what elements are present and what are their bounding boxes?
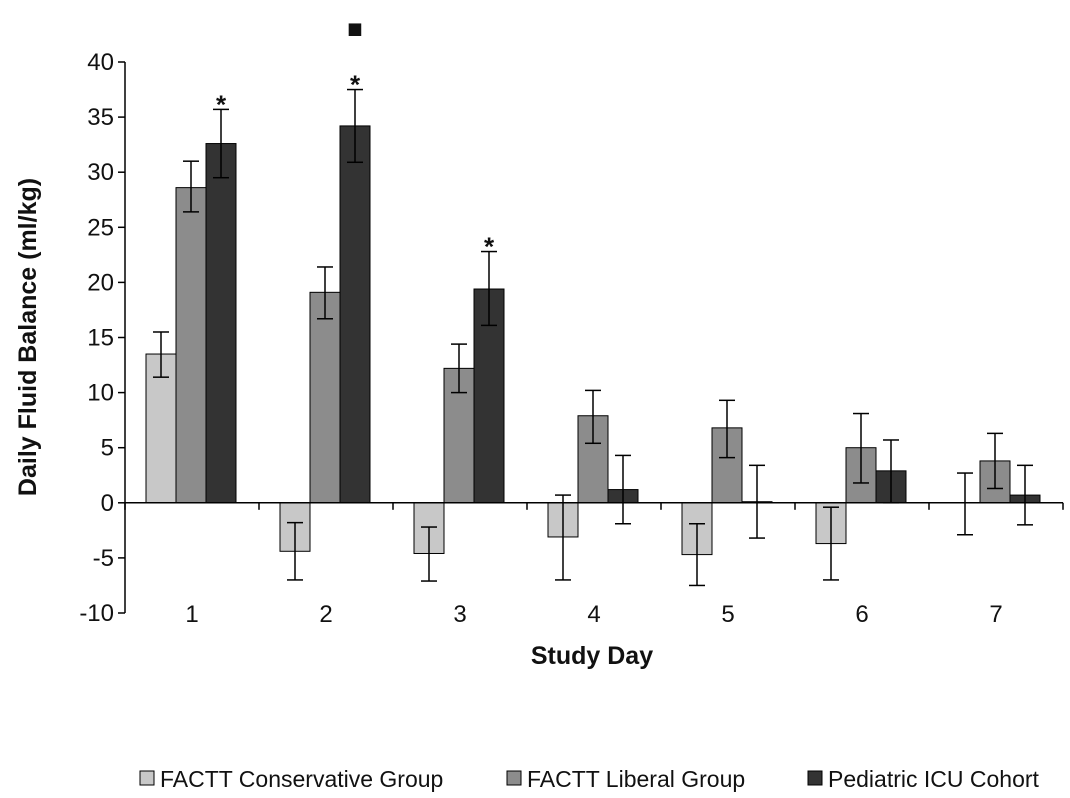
legend-label: Pediatric ICU Cohort: [828, 766, 1040, 792]
y-tick-label: 15: [87, 325, 114, 352]
significance-annotations: * * ■ *: [216, 14, 495, 262]
y-tick-label: -10: [79, 600, 114, 627]
annotation-marker: *: [350, 70, 361, 100]
legend-swatch: [506, 770, 522, 786]
bar: [339, 125, 371, 504]
x-tick-label: 3: [453, 601, 466, 628]
bar: [145, 353, 177, 504]
annotation-marker: ■: [347, 14, 363, 44]
x-tick-label: 2: [319, 601, 332, 628]
bar: [175, 187, 207, 504]
annotation-marker: *: [484, 232, 495, 262]
x-tick-label: 6: [855, 601, 868, 628]
x-axis: 1 2 3 4 5 6 7: [124, 502, 1064, 628]
legend: FACTT Conservative Group FACTT Liberal Gr…: [139, 766, 1040, 792]
x-axis-title: Study Day: [531, 642, 653, 670]
x-tick-label: 4: [587, 601, 600, 628]
legend-label: FACTT Liberal Group: [527, 766, 745, 792]
x-tick-label: 7: [989, 601, 1002, 628]
x-tick-label: 5: [721, 601, 734, 628]
y-axis-title: Daily Fluid Balance (ml/kg): [14, 178, 42, 496]
legend-item: FACTT Conservative Group: [139, 766, 443, 792]
y-tick-label: 35: [87, 104, 114, 131]
plot-area: [145, 88, 1041, 587]
y-tick-label: 25: [87, 214, 114, 241]
y-tick-label: 10: [87, 380, 114, 407]
legend-item: Pediatric ICU Cohort: [807, 766, 1040, 792]
legend-item: FACTT Liberal Group: [506, 766, 745, 792]
annotation-marker: *: [216, 89, 227, 119]
legend-label: FACTT Conservative Group: [160, 766, 443, 792]
y-tick-label: 30: [87, 159, 114, 186]
legend-swatch: [807, 770, 823, 786]
y-tick-label: 0: [101, 490, 114, 517]
y-tick-label: 40: [87, 49, 114, 76]
y-tick-label: 5: [101, 435, 114, 462]
y-axis: 40 35 30 25 20 15 10 5 0 -5 -10: [79, 49, 126, 627]
legend-swatch: [139, 770, 155, 786]
bar: [309, 291, 341, 504]
bar: [205, 143, 237, 504]
x-tick-label: 1: [185, 601, 198, 628]
y-tick-label: 20: [87, 269, 114, 296]
y-tick-label: -5: [93, 545, 114, 572]
